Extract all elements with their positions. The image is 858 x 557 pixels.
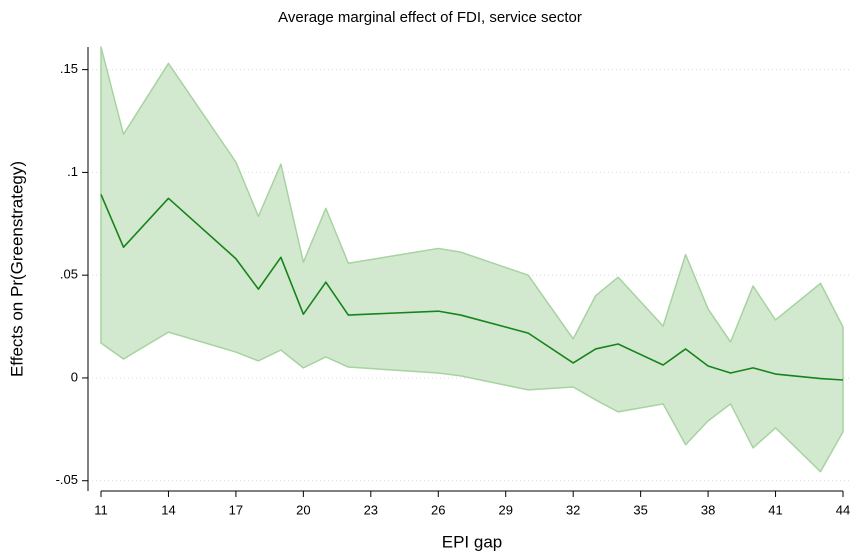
line — [100, 194, 844, 381]
x-tick-label: 23 — [364, 502, 378, 517]
y-tick-label: -.05 — [56, 472, 78, 487]
x-tick-label: 11 — [94, 502, 108, 517]
x-axis-title: EPI gap — [442, 532, 503, 551]
y-tick-label: .1 — [67, 164, 78, 179]
y-tick-label: 0 — [71, 369, 78, 384]
x-tick-label: 41 — [768, 502, 782, 517]
y-axis-title: Effects on Pr(Greenstrategy) — [7, 161, 26, 377]
x-tick-label: 29 — [498, 502, 512, 517]
x-tick-label: 44 — [836, 502, 850, 517]
x-tick-label: 38 — [701, 502, 715, 517]
x-tick-label: 35 — [633, 502, 647, 517]
x-tick-label: 20 — [296, 502, 310, 517]
confidence-band — [100, 46, 844, 473]
x-tick-label: 26 — [431, 502, 445, 517]
x-tick-label: 14 — [161, 502, 175, 517]
y-tick-label: .15 — [60, 61, 78, 76]
chart-title: Average marginal effect of FDI, service … — [278, 9, 582, 26]
x-tick-label: 17 — [229, 502, 243, 517]
x-tick-label: 32 — [566, 502, 580, 517]
y-tick-label: .05 — [60, 267, 78, 282]
